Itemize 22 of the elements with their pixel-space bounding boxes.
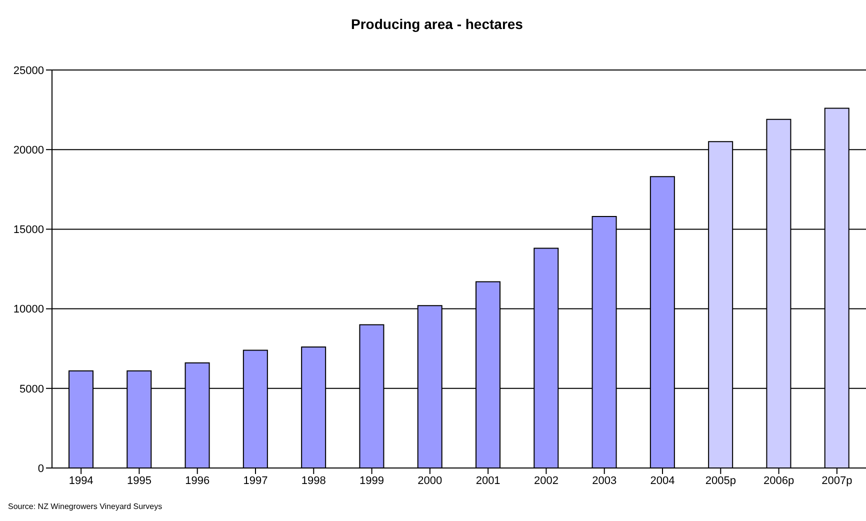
- x-tick-label: 2003: [592, 474, 617, 487]
- x-tick-label: 2002: [534, 474, 558, 487]
- x-tick-label: 2001: [476, 474, 500, 487]
- x-tick-label: 1999: [360, 474, 384, 487]
- y-tick-label: 10000: [13, 304, 44, 316]
- x-tick-label: 1994: [68, 474, 94, 487]
- y-tick-label: 5000: [20, 383, 44, 396]
- x-tick-label: 2007p: [822, 474, 852, 487]
- x-tick-label: 2005p: [705, 474, 736, 487]
- x-tick-label: 2006p: [763, 474, 794, 487]
- x-tick-label: 1995: [126, 474, 152, 487]
- y-tick-label: 25000: [13, 64, 44, 77]
- source-note: Source: NZ Winegrowers Vineyard Surveys: [8, 502, 162, 511]
- x-tick-label: 2000: [418, 474, 442, 487]
- y-tick-label: 20000: [13, 144, 44, 157]
- x-tick-label: 1996: [185, 474, 210, 487]
- x-tick-label: 1997: [243, 474, 268, 487]
- y-tick-label: 15000: [13, 224, 44, 236]
- y-tick-label: 0: [38, 462, 44, 475]
- chart-title: Producing area - hectares: [350, 16, 524, 32]
- x-tick-label: 2004: [650, 474, 675, 487]
- x-tick-label: 1998: [301, 474, 326, 487]
